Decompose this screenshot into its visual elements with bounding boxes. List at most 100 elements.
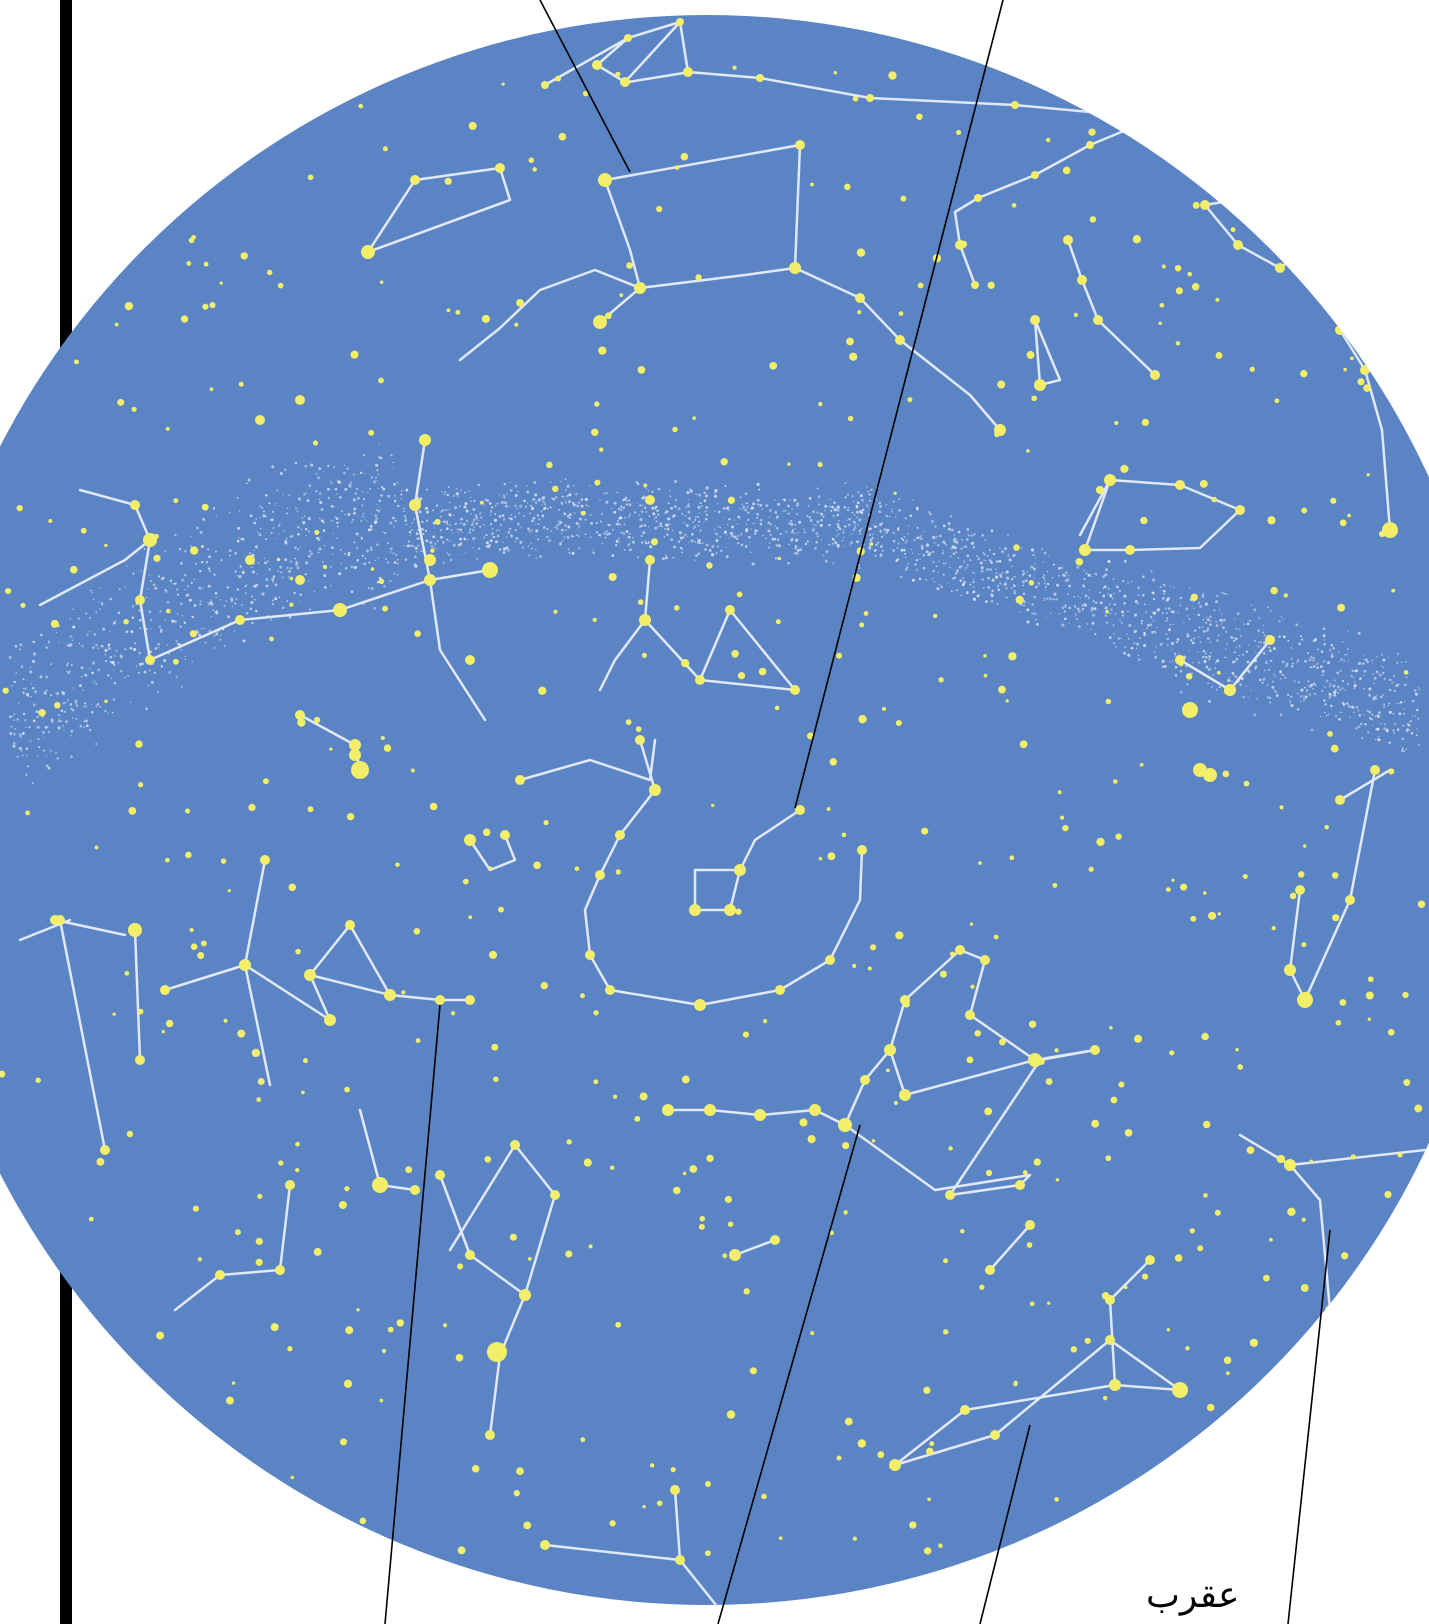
milky-way-speck [335,521,338,524]
milky-way-speck [695,554,698,558]
milky-way-speck [1165,619,1168,622]
milky-way-speck [595,521,598,525]
milky-way-speck [844,496,847,499]
milky-way-speck [271,510,275,513]
milky-way-speck [1134,613,1137,617]
star [829,758,838,766]
milky-way-speck [1028,602,1030,604]
star [1366,473,1370,477]
star [1402,991,1409,999]
milky-way-speck [220,559,223,562]
milky-way-speck [899,575,903,579]
milky-way-speck [1391,681,1394,684]
milky-way-speck [1382,658,1386,662]
milky-way-speck [1228,677,1231,679]
milky-way-speck [753,522,755,524]
milky-way-speck [504,504,508,508]
milky-way-speck [205,561,209,564]
milky-way-speck [1146,624,1150,627]
milky-way-speck [66,662,69,665]
milky-way-speck [1169,661,1171,663]
milky-way-speck [663,536,666,538]
star [1096,837,1105,847]
milky-way-speck [1205,665,1209,669]
star [1079,544,1091,556]
milky-way-speck [957,556,960,559]
star [795,805,805,815]
star [857,1439,866,1448]
milky-way-speck [1210,685,1213,689]
star [1237,1064,1244,1070]
milky-way-speck [1020,547,1023,549]
milky-way-speck [459,528,462,531]
milky-way-speck [199,600,202,603]
milky-way-speck [1387,705,1389,707]
milky-way-speck [143,548,146,550]
star [124,301,134,311]
milky-way-speck [409,534,411,537]
milky-way-speck [115,649,118,652]
star [974,1030,981,1037]
milky-way-speck [629,542,631,545]
milky-way-speck [202,517,206,521]
milky-way-speck [195,629,198,631]
milky-way-speck [796,531,799,534]
milky-way-speck [387,494,391,498]
star [4,587,12,595]
star [1158,321,1162,326]
milky-way-speck [713,528,716,531]
milky-way-speck [724,530,727,534]
star [818,856,823,861]
milky-way-speck [1107,604,1110,606]
star [1171,878,1175,882]
milky-way-speck [396,573,399,576]
milky-way-speck [12,741,16,745]
milky-way-speck [480,516,483,519]
milky-way-speck [498,515,502,518]
milky-way-speck [713,510,716,513]
milky-way-speck [148,669,151,672]
milky-way-speck [377,557,380,560]
star [869,542,874,547]
milky-way-speck [1332,646,1335,650]
star [885,1068,890,1073]
milky-way-speck [1398,702,1400,705]
milky-way-speck [782,510,785,513]
milky-way-speck [25,692,29,696]
milky-way-speck [791,508,794,510]
star [1271,925,1276,931]
star [172,658,179,665]
milky-way-speck [1217,634,1220,637]
milky-way-speck [374,476,378,479]
milky-way-speck [413,545,415,548]
milky-way-speck [264,561,268,565]
milky-way-speck [1273,689,1276,691]
milky-way-speck [174,620,177,623]
star [457,1546,466,1555]
milky-way-speck [563,512,567,516]
milky-way-speck [688,488,692,491]
star [1075,557,1084,566]
milky-way-speck [843,505,847,509]
milky-way-speck [641,496,645,500]
milky-way-speck [942,524,946,528]
milky-way-speck [960,547,963,550]
star [993,934,999,940]
milky-way-speck [1227,679,1231,682]
milky-way-speck [535,529,539,533]
star [689,1165,698,1173]
star [1015,595,1024,605]
milky-way-speck [333,466,335,468]
milky-way-speck [1362,654,1365,656]
milky-way-speck [408,531,412,534]
star [349,749,361,761]
star [1169,1050,1175,1056]
milky-way-speck [1242,695,1246,699]
milky-way-speck [761,508,764,510]
milky-way-speck [698,493,702,497]
star [488,950,498,959]
milky-way-speck [119,654,123,658]
star [161,1030,165,1034]
star [1331,872,1339,879]
milky-way-speck [1413,689,1417,692]
